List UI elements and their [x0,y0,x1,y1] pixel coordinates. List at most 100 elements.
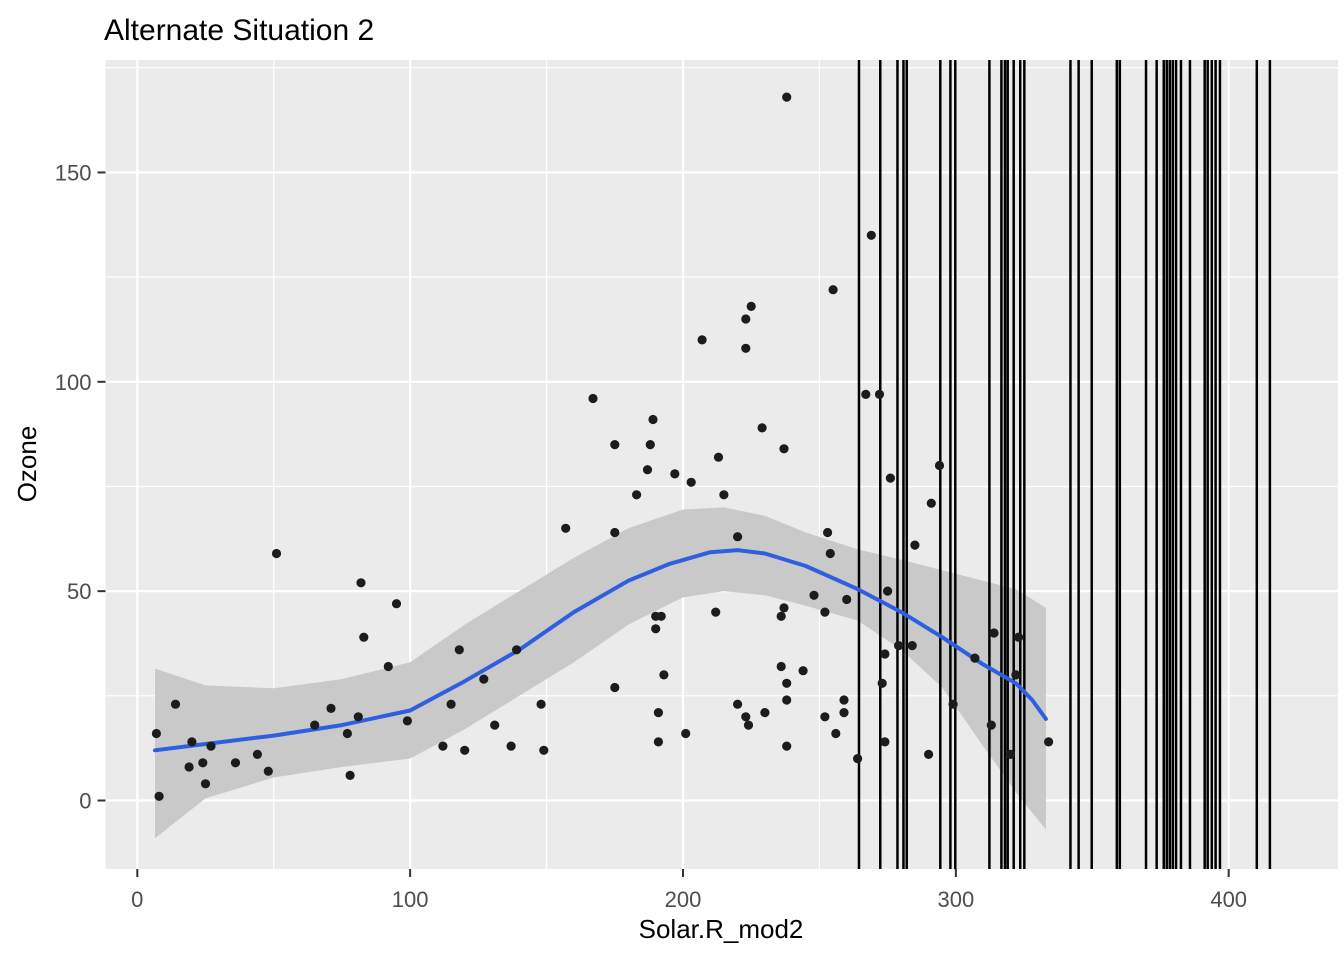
y-axis-title: Ozone [12,426,42,503]
data-point [252,749,262,760]
data-point [632,490,642,500]
data-point [454,645,464,655]
data-point [782,92,792,102]
data-point [198,758,208,768]
data-point [653,737,664,747]
data-point [271,548,282,559]
data-point [842,594,852,605]
data-point [645,440,655,450]
data-point [697,335,707,345]
data-point [894,641,904,651]
data-point [359,632,369,642]
data-point [809,590,819,600]
data-point [885,473,896,483]
data-point [263,766,273,776]
data-point [779,444,789,454]
data-point [782,678,792,688]
data-point [986,720,996,730]
data-point [874,389,885,399]
data-point [1005,749,1016,760]
data-point [828,285,838,295]
data-point [883,586,893,596]
data-point [206,741,216,751]
data-point [782,741,792,751]
data-point [733,532,743,542]
data-point [187,737,197,747]
y-tick-label: 0 [79,789,91,814]
data-point [446,699,456,709]
data-point [719,490,729,500]
data-point [653,708,664,718]
data-point [1011,670,1021,680]
data-point [151,728,161,739]
data-point [741,314,751,324]
data-point [776,611,786,621]
data-point [200,779,211,789]
data-point [760,708,770,718]
data-point [820,712,830,722]
data-point [839,708,849,718]
data-point [310,720,320,730]
data-point [460,745,470,755]
data-point [230,758,241,768]
axis-layer: 0 100 200 300 400 0 50 100 150 [55,160,1247,912]
data-point [651,624,661,634]
data-point [776,661,786,672]
data-point [184,762,194,772]
x-axis-title: Solar.R_mod2 [639,914,804,944]
data-layer [151,60,1272,869]
data-point [391,599,402,609]
data-point [402,716,412,726]
data-point [926,498,936,508]
x-tick-label: 200 [665,887,702,912]
data-point [506,741,516,751]
data-point [490,720,500,730]
data-point [511,645,522,655]
data-point [861,389,871,399]
data-point [536,699,546,709]
data-point [711,607,721,617]
smooth-line [153,548,1048,753]
data-point [610,440,620,450]
data-point [681,728,691,739]
plot-title: Alternate Situation 2 [104,14,374,47]
data-point [820,607,830,617]
data-point [1014,632,1024,642]
data-point [880,649,890,659]
data-point [642,465,653,475]
data-point [561,523,571,533]
y-tick-label: 100 [55,370,92,395]
data-point [757,423,767,433]
x-tick-label: 400 [1210,887,1247,912]
data-point [880,737,890,747]
confidence-ribbon [155,507,1046,839]
data-point [383,661,393,672]
data-point [479,674,489,684]
data-point [825,548,835,559]
data-point [670,469,680,479]
y-tick-label: 50 [67,579,91,604]
data-point [743,720,754,730]
data-point [438,741,448,751]
data-point [877,678,887,688]
data-point [970,653,980,663]
data-point [342,728,352,739]
data-point [610,527,620,538]
x-tick-label: 100 [392,887,429,912]
data-point [907,641,917,651]
x-tick-label: 0 [131,887,143,912]
data-point [170,699,181,709]
data-point [934,460,945,471]
data-point [779,603,789,613]
data-point [924,749,934,760]
data-point [656,611,666,621]
data-point [686,477,696,487]
data-point [741,343,751,353]
data-point [866,230,876,240]
data-point [353,712,363,722]
data-point [539,745,549,755]
data-point [733,699,743,709]
data-point [1044,737,1054,747]
